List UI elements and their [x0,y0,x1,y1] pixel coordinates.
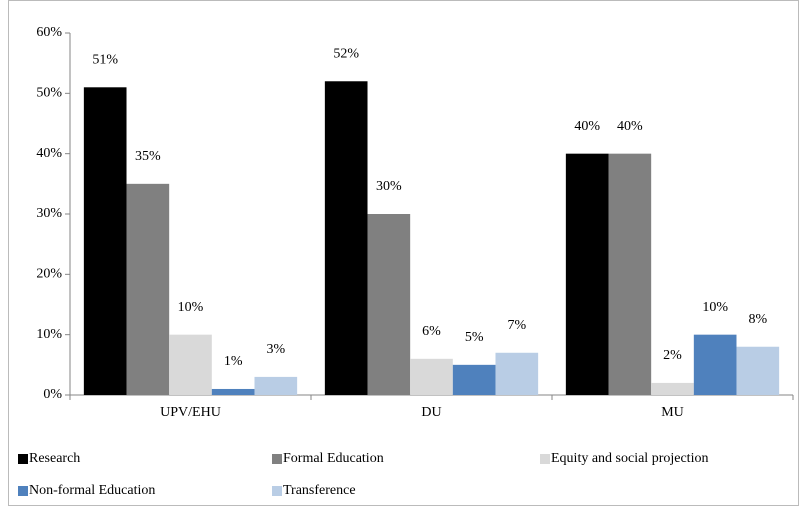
bar [83,87,127,396]
y-tick-label: 0% [43,387,62,402]
data-label: 10% [702,300,728,315]
x-tick-label: MU [661,405,684,420]
bar [736,346,780,395]
data-label: 7% [507,318,526,333]
y-tick-label: 40% [36,146,62,161]
y-tick-label: 60% [36,25,62,40]
data-label: 2% [663,348,682,363]
bar [651,382,694,395]
data-label: 1% [224,354,243,369]
y-tick-label: 30% [36,206,62,221]
data-label: 52% [333,46,359,61]
legend-label: Non-formal Education [29,483,155,498]
bar [495,352,539,395]
bar [410,358,453,395]
legend-label: Formal Education [283,451,384,466]
bar [608,153,652,395]
x-tick-label: UPV/EHU [160,405,221,420]
y-tick-label: 10% [36,327,62,342]
bar [169,334,212,395]
bar [693,334,737,395]
bar [565,153,609,395]
legend-label: Equity and social projection [551,451,708,466]
x-tick-label: DU [421,405,441,420]
data-label: 30% [376,179,402,194]
legend-label: Transference [283,483,356,498]
legend-label: Research [29,451,80,466]
bar [452,364,496,395]
data-label: 40% [574,119,600,134]
data-label: 5% [465,330,484,345]
data-label: 3% [266,342,285,357]
bar [211,388,255,395]
bar [254,376,298,395]
legend-swatch [18,454,28,464]
data-label: 40% [617,119,643,134]
y-tick-label: 50% [36,86,62,101]
bar [367,214,411,395]
y-tick-label: 20% [36,267,62,282]
legend-swatch [272,486,282,496]
data-label: 8% [748,312,767,327]
data-label: 6% [422,324,441,339]
bar [324,81,368,396]
legend-swatch [540,454,550,464]
data-label: 35% [135,149,161,164]
legend-swatch [18,486,28,496]
legend-swatch [272,454,282,464]
bar [126,183,170,395]
data-label: 10% [178,300,204,315]
data-label: 51% [92,53,118,68]
